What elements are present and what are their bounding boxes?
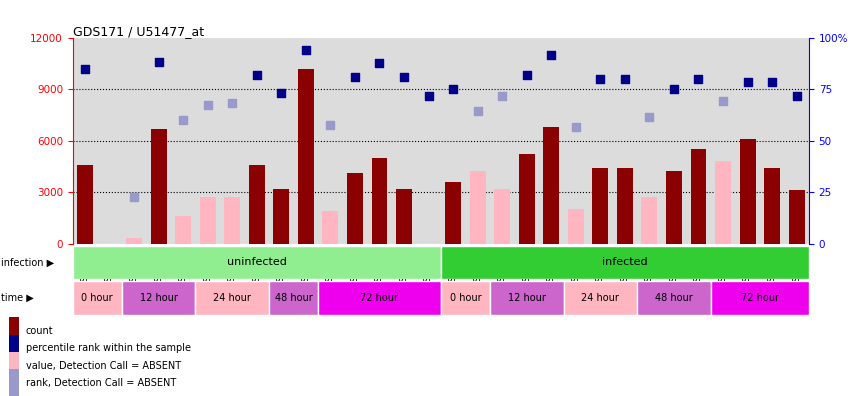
Text: time ▶: time ▶ (1, 293, 33, 303)
Bar (77, 165, 93, 244)
Bar (126, 238, 142, 244)
Text: 0 hour: 0 hour (81, 293, 113, 303)
Bar (563, 281, 637, 315)
Point (716, 98, 730, 104)
Point (765, 79, 779, 86)
Text: infected: infected (602, 257, 648, 267)
Point (790, 93, 804, 99)
Bar (347, 173, 363, 244)
Point (128, 194, 141, 200)
Bar (617, 168, 633, 244)
Bar (151, 129, 167, 244)
Bar (372, 158, 388, 244)
Point (275, 89, 288, 96)
Bar (740, 139, 756, 244)
Bar (224, 197, 241, 244)
Point (569, 124, 583, 130)
Text: 72 hour: 72 hour (740, 293, 779, 303)
Point (446, 86, 460, 92)
Text: 72 hour: 72 hour (360, 293, 399, 303)
Point (397, 74, 411, 80)
Text: 12 hour: 12 hour (508, 293, 545, 303)
Point (348, 74, 362, 80)
Bar (318, 281, 441, 315)
Bar (122, 281, 195, 315)
Bar (691, 149, 706, 244)
Bar (298, 69, 314, 244)
Bar (666, 171, 682, 244)
Text: 48 hour: 48 hour (655, 293, 693, 303)
Bar (637, 281, 710, 315)
Point (520, 72, 533, 78)
Bar (592, 168, 609, 244)
Bar (715, 161, 731, 244)
Bar (441, 281, 490, 315)
Text: uninfected: uninfected (227, 257, 287, 267)
Point (593, 76, 607, 82)
Point (643, 113, 657, 120)
Point (299, 46, 312, 53)
Point (692, 76, 705, 82)
Text: 12 hour: 12 hour (140, 293, 177, 303)
Bar (73, 281, 122, 315)
Bar (788, 190, 805, 244)
Point (618, 76, 632, 82)
Bar (9, 317, 19, 345)
Bar (490, 281, 563, 315)
Bar (396, 188, 412, 244)
Bar (249, 165, 265, 244)
Text: 0 hour: 0 hour (449, 293, 481, 303)
Text: count: count (26, 326, 53, 336)
Bar (195, 281, 269, 315)
Bar (764, 168, 780, 244)
Point (78, 65, 92, 72)
Bar (519, 154, 535, 244)
Bar (710, 281, 809, 315)
Bar (323, 211, 338, 244)
Bar (9, 335, 19, 362)
Text: 48 hour: 48 hour (275, 293, 312, 303)
Bar (445, 182, 461, 244)
Point (324, 122, 337, 128)
Text: rank, Detection Call = ABSENT: rank, Detection Call = ABSENT (26, 378, 176, 388)
Bar (441, 246, 809, 279)
Point (201, 101, 215, 108)
Bar (9, 369, 19, 396)
Point (422, 93, 436, 99)
Point (496, 93, 509, 99)
Point (225, 100, 239, 106)
Bar (199, 197, 216, 244)
Bar (494, 188, 510, 244)
Point (740, 79, 754, 86)
Bar (641, 197, 657, 244)
Bar (9, 352, 19, 380)
Text: 24 hour: 24 hour (581, 293, 619, 303)
Text: GDS171 / U51477_at: GDS171 / U51477_at (73, 25, 204, 38)
Bar (470, 171, 485, 244)
Point (152, 59, 165, 65)
Point (250, 72, 264, 78)
Point (372, 60, 386, 67)
Bar (273, 188, 289, 244)
Point (471, 108, 484, 114)
Text: value, Detection Call = ABSENT: value, Detection Call = ABSENT (26, 361, 181, 371)
Point (667, 86, 681, 92)
Bar (175, 216, 191, 244)
Point (176, 117, 190, 123)
Bar (73, 246, 441, 279)
Text: 24 hour: 24 hour (213, 293, 251, 303)
Text: percentile rank within the sample: percentile rank within the sample (26, 343, 191, 354)
Point (544, 51, 558, 58)
Bar (269, 281, 318, 315)
Bar (544, 127, 559, 244)
Text: infection ▶: infection ▶ (1, 257, 54, 267)
Bar (568, 209, 584, 244)
